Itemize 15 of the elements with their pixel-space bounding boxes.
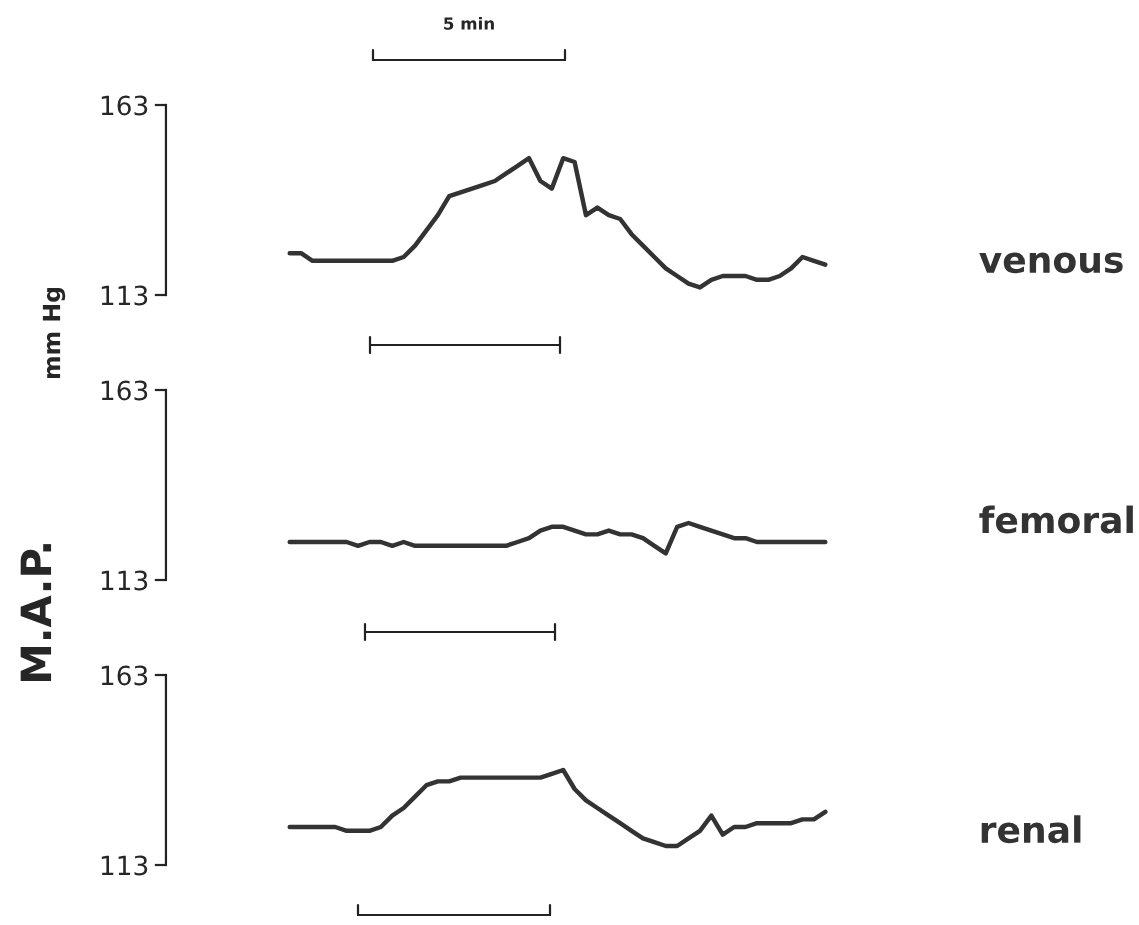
y-tick-label: 113: [101, 855, 148, 876]
y-axis-title: M.A.P.: [20, 544, 52, 681]
y-tick-label: 163: [101, 665, 148, 686]
text: venous: [979, 252, 1123, 274]
text: femoral: [979, 505, 1133, 534]
line-series: [287, 155, 828, 290]
y-axis-title: mm Hg: [42, 287, 66, 379]
y-tick-label: 163: [101, 380, 148, 401]
y-tick-label: 163: [101, 95, 148, 116]
y-tick-label: 113: [101, 570, 148, 591]
y-tick-label: 113: [101, 285, 148, 306]
text: 5 min: [444, 16, 494, 30]
line-series: [287, 767, 828, 849]
text: renal: [981, 815, 1081, 844]
line-series: [287, 520, 828, 556]
